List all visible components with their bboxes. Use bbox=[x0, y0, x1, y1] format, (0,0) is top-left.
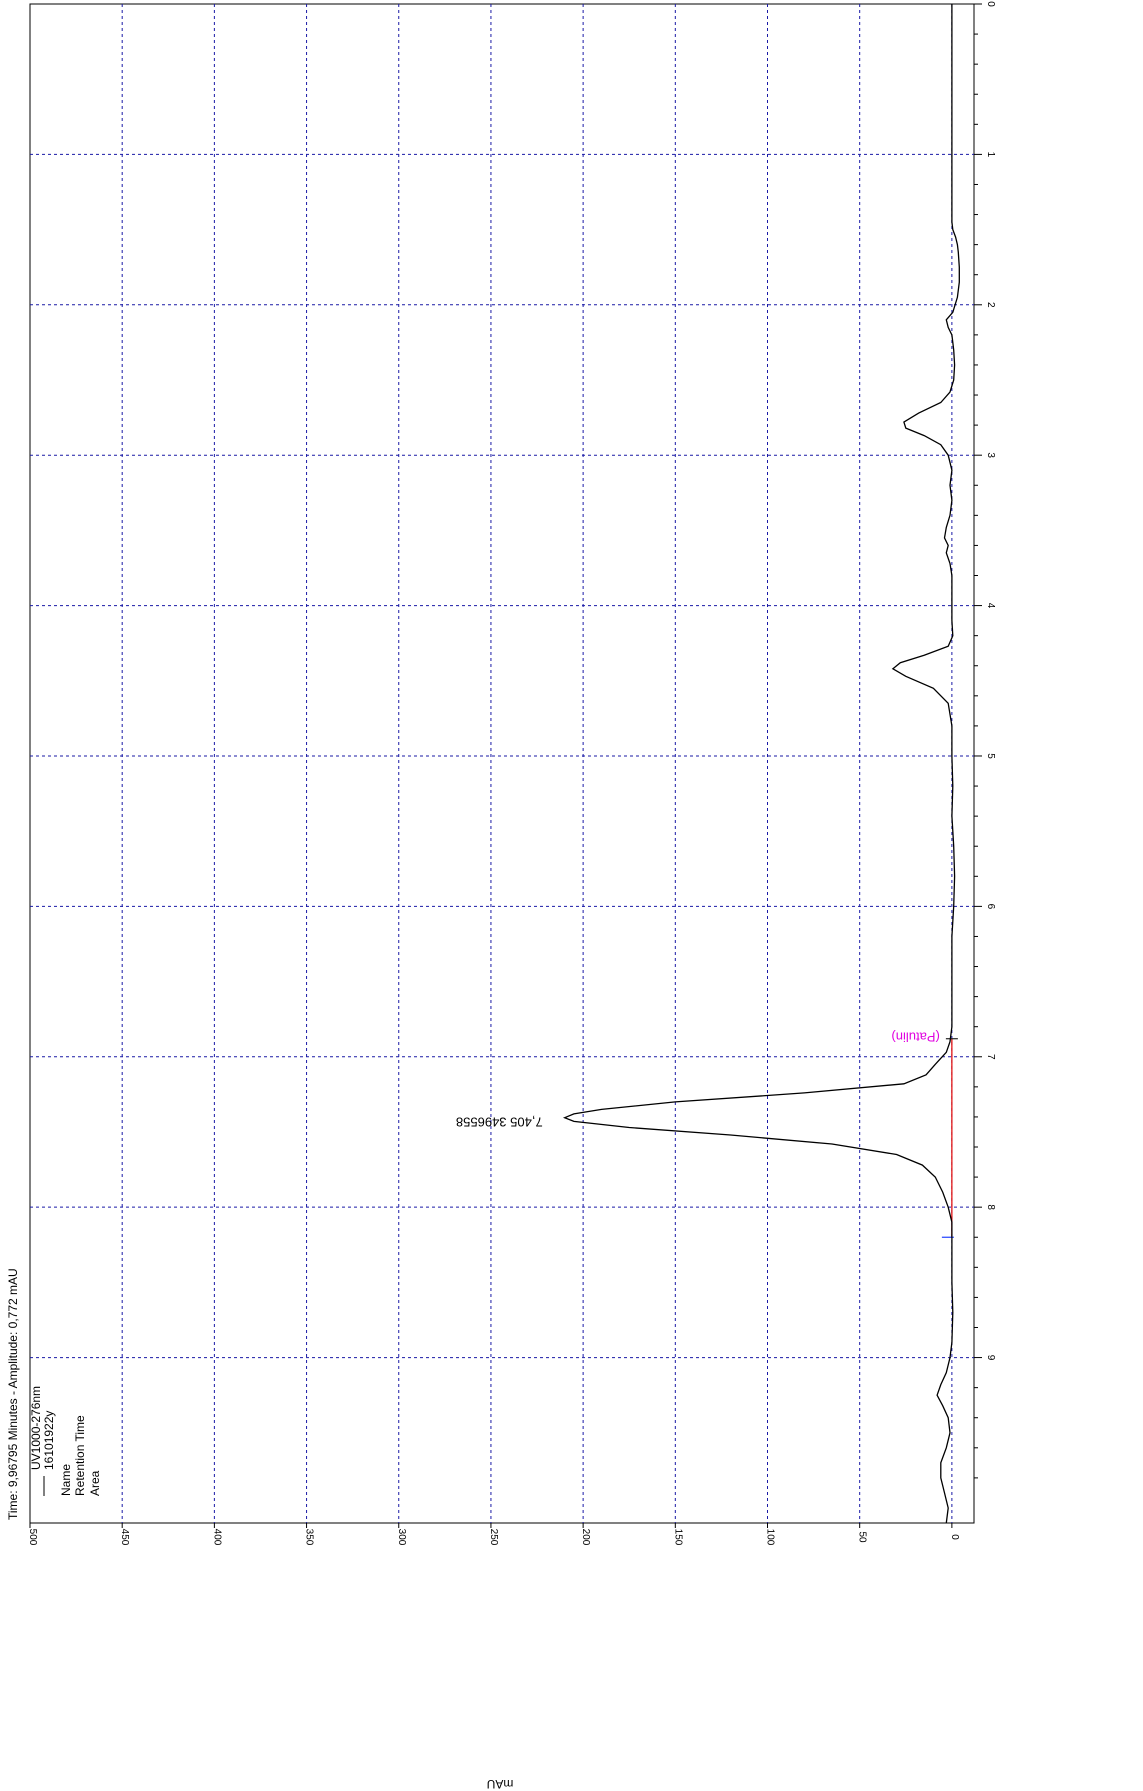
y-tick-label: 500 bbox=[27, 1529, 38, 1546]
x-tick-label: 3 bbox=[985, 452, 996, 458]
y-tick-label: 150 bbox=[672, 1529, 683, 1546]
y-tick-label: 200 bbox=[580, 1529, 591, 1546]
status-line: Time: 9,96795 Minutes - Amplitude: 0,772… bbox=[6, 1268, 20, 1520]
y-tick-label: 300 bbox=[396, 1529, 407, 1546]
legend-sample-name: 16101922y bbox=[42, 1411, 56, 1470]
x-tick-label: 6 bbox=[985, 904, 996, 910]
x-tick-label: 8 bbox=[985, 1204, 996, 1210]
legend-series-name: UV1000-276nm bbox=[29, 1386, 43, 1470]
chromatogram-trace bbox=[562, 4, 960, 1524]
x-tick-label: 7 bbox=[985, 1054, 996, 1060]
legend-field-retention-time: Retention Time bbox=[73, 1415, 87, 1496]
x-tick-label: 2 bbox=[985, 302, 996, 308]
peak-annotation-label: 7,405 3496558 bbox=[456, 1115, 543, 1130]
x-tick-label: 5 bbox=[985, 753, 996, 759]
y-axis-label: mAU bbox=[487, 1777, 514, 1791]
x-tick-label: 0 bbox=[985, 1, 996, 7]
header-group: Time: 9,96795 Minutes - Amplitude: 0,772… bbox=[6, 1268, 102, 1520]
y-tick-label: 50 bbox=[857, 1531, 868, 1543]
y-tick-label: 350 bbox=[304, 1529, 315, 1546]
tick-label-layer: 0 50 100 150 200 250 300 350 400 450 500 0 1 2 3 4 5 6 7 8 9 bbox=[27, 1, 996, 1546]
y-tick-label: 400 bbox=[211, 1529, 222, 1546]
x-tick-label: 4 bbox=[985, 603, 996, 609]
y-tick-label: 0 bbox=[949, 1534, 960, 1540]
legend-field-name: Name bbox=[59, 1464, 73, 1496]
y-tick-label: 250 bbox=[488, 1529, 499, 1546]
y-tick-label: 100 bbox=[765, 1529, 776, 1546]
plot-frame bbox=[29, 3, 975, 1524]
x-tick-label: 1 bbox=[985, 152, 996, 158]
y-tick-label: 450 bbox=[119, 1529, 130, 1546]
legend-field-area: Area bbox=[88, 1470, 102, 1496]
grid-layer bbox=[30, 4, 974, 1523]
compound-label: (Patulin) bbox=[891, 1030, 939, 1045]
tick-layer bbox=[29, 3, 982, 1528]
x-tick-label: 9 bbox=[985, 1355, 996, 1361]
